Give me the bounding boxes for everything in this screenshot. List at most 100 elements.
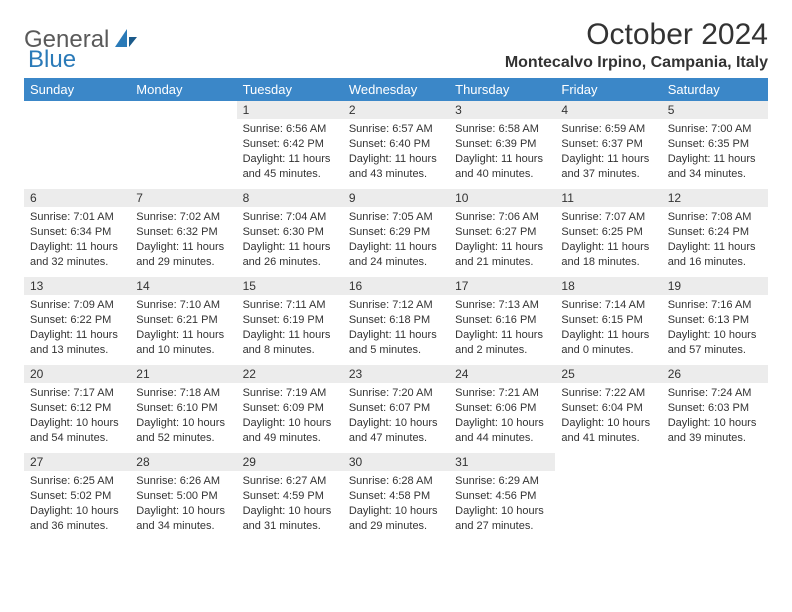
sail-icon — [113, 27, 139, 54]
day-cell: Sunrise: 7:24 AMSunset: 6:03 PMDaylight:… — [662, 383, 768, 453]
day-cell: Sunrise: 7:17 AMSunset: 6:12 PMDaylight:… — [24, 383, 130, 453]
day-details: Sunrise: 7:00 AMSunset: 6:35 PMDaylight:… — [662, 119, 768, 187]
calendar-page: General October 2024 Montecalvo Irpino, … — [0, 0, 792, 551]
day-cell: Sunrise: 7:12 AMSunset: 6:18 PMDaylight:… — [343, 295, 449, 365]
day-number: 5 — [662, 101, 768, 119]
day-cell: Sunrise: 7:01 AMSunset: 6:34 PMDaylight:… — [24, 207, 130, 277]
day-details: Sunrise: 7:06 AMSunset: 6:27 PMDaylight:… — [449, 207, 555, 275]
day-cell: Sunrise: 6:29 AMSunset: 4:56 PMDaylight:… — [449, 471, 555, 541]
logo-text-blue: Blue — [28, 46, 76, 73]
day-details: Sunrise: 7:24 AMSunset: 6:03 PMDaylight:… — [662, 383, 768, 451]
day-cell: Sunrise: 6:56 AMSunset: 6:42 PMDaylight:… — [237, 119, 343, 189]
day-cell: Sunrise: 7:09 AMSunset: 6:22 PMDaylight:… — [24, 295, 130, 365]
weekday-header: Wednesday — [343, 78, 449, 101]
day-number-cell — [130, 101, 236, 119]
day-number: 7 — [130, 189, 236, 207]
day-cell: Sunrise: 6:28 AMSunset: 4:58 PMDaylight:… — [343, 471, 449, 541]
weekday-header: Tuesday — [237, 78, 343, 101]
day-number-cell: 24 — [449, 365, 555, 383]
day-number: 25 — [555, 365, 661, 383]
day-details: Sunrise: 6:29 AMSunset: 4:56 PMDaylight:… — [449, 471, 555, 539]
day-cell: Sunrise: 7:10 AMSunset: 6:21 PMDaylight:… — [130, 295, 236, 365]
day-cell: Sunrise: 7:04 AMSunset: 6:30 PMDaylight:… — [237, 207, 343, 277]
day-number: 17 — [449, 277, 555, 295]
day-number-cell: 5 — [662, 101, 768, 119]
day-number: 12 — [662, 189, 768, 207]
calendar-table: SundayMondayTuesdayWednesdayThursdayFrid… — [24, 78, 768, 541]
location-label: Montecalvo Irpino, Campania, Italy — [505, 54, 768, 72]
day-number: 6 — [24, 189, 130, 207]
day-details: Sunrise: 7:18 AMSunset: 6:10 PMDaylight:… — [130, 383, 236, 451]
day-details: Sunrise: 7:19 AMSunset: 6:09 PMDaylight:… — [237, 383, 343, 451]
day-number-cell: 19 — [662, 277, 768, 295]
day-number: 19 — [662, 277, 768, 295]
day-number-cell: 29 — [237, 453, 343, 471]
title-block: October 2024 Montecalvo Irpino, Campania… — [505, 18, 768, 72]
day-number-cell: 25 — [555, 365, 661, 383]
day-number-cell: 7 — [130, 189, 236, 207]
logo-blue-wrap: Blue — [28, 46, 76, 74]
day-number: 24 — [449, 365, 555, 383]
day-number: 16 — [343, 277, 449, 295]
day-number: 30 — [343, 453, 449, 471]
day-number: 29 — [237, 453, 343, 471]
day-cell: Sunrise: 7:18 AMSunset: 6:10 PMDaylight:… — [130, 383, 236, 453]
weekday-header: Friday — [555, 78, 661, 101]
day-number-cell: 10 — [449, 189, 555, 207]
day-number: 15 — [237, 277, 343, 295]
day-number-cell: 30 — [343, 453, 449, 471]
day-cell: Sunrise: 7:13 AMSunset: 6:16 PMDaylight:… — [449, 295, 555, 365]
weekday-header: Monday — [130, 78, 236, 101]
day-cell — [130, 119, 236, 189]
day-number-cell: 11 — [555, 189, 661, 207]
day-number: 27 — [24, 453, 130, 471]
day-number: 13 — [24, 277, 130, 295]
day-number: 8 — [237, 189, 343, 207]
day-cell: Sunrise: 7:02 AMSunset: 6:32 PMDaylight:… — [130, 207, 236, 277]
day-number-cell: 23 — [343, 365, 449, 383]
day-number-cell: 13 — [24, 277, 130, 295]
day-details: Sunrise: 7:10 AMSunset: 6:21 PMDaylight:… — [130, 295, 236, 363]
day-details: Sunrise: 6:26 AMSunset: 5:00 PMDaylight:… — [130, 471, 236, 539]
day-details: Sunrise: 7:09 AMSunset: 6:22 PMDaylight:… — [24, 295, 130, 363]
day-cell — [555, 471, 661, 541]
day-number: 10 — [449, 189, 555, 207]
day-details: Sunrise: 7:12 AMSunset: 6:18 PMDaylight:… — [343, 295, 449, 363]
day-cell: Sunrise: 7:21 AMSunset: 6:06 PMDaylight:… — [449, 383, 555, 453]
weekday-header: Saturday — [662, 78, 768, 101]
day-details: Sunrise: 7:04 AMSunset: 6:30 PMDaylight:… — [237, 207, 343, 275]
day-details: Sunrise: 7:13 AMSunset: 6:16 PMDaylight:… — [449, 295, 555, 363]
day-details: Sunrise: 7:21 AMSunset: 6:06 PMDaylight:… — [449, 383, 555, 451]
day-cell: Sunrise: 7:05 AMSunset: 6:29 PMDaylight:… — [343, 207, 449, 277]
day-cell: Sunrise: 7:16 AMSunset: 6:13 PMDaylight:… — [662, 295, 768, 365]
weekday-header: Thursday — [449, 78, 555, 101]
day-number-cell: 21 — [130, 365, 236, 383]
day-number: 4 — [555, 101, 661, 119]
day-number-cell: 20 — [24, 365, 130, 383]
day-details: Sunrise: 6:59 AMSunset: 6:37 PMDaylight:… — [555, 119, 661, 187]
day-cell: Sunrise: 7:11 AMSunset: 6:19 PMDaylight:… — [237, 295, 343, 365]
day-number: 22 — [237, 365, 343, 383]
day-number: 20 — [24, 365, 130, 383]
day-number-cell: 18 — [555, 277, 661, 295]
day-cell: Sunrise: 7:19 AMSunset: 6:09 PMDaylight:… — [237, 383, 343, 453]
day-number: 18 — [555, 277, 661, 295]
day-number: 9 — [343, 189, 449, 207]
day-number-cell — [662, 453, 768, 471]
day-cell: Sunrise: 7:22 AMSunset: 6:04 PMDaylight:… — [555, 383, 661, 453]
day-details: Sunrise: 7:22 AMSunset: 6:04 PMDaylight:… — [555, 383, 661, 451]
day-details: Sunrise: 7:14 AMSunset: 6:15 PMDaylight:… — [555, 295, 661, 363]
day-number: 3 — [449, 101, 555, 119]
day-details: Sunrise: 7:20 AMSunset: 6:07 PMDaylight:… — [343, 383, 449, 451]
day-number: 31 — [449, 453, 555, 471]
day-number-cell: 26 — [662, 365, 768, 383]
day-number: 1 — [237, 101, 343, 119]
day-number-cell: 1 — [237, 101, 343, 119]
month-title: October 2024 — [505, 18, 768, 52]
day-number-cell: 17 — [449, 277, 555, 295]
day-cell — [24, 119, 130, 189]
day-cell — [662, 471, 768, 541]
day-number-cell: 31 — [449, 453, 555, 471]
day-details: Sunrise: 7:01 AMSunset: 6:34 PMDaylight:… — [24, 207, 130, 275]
day-number-cell: 27 — [24, 453, 130, 471]
